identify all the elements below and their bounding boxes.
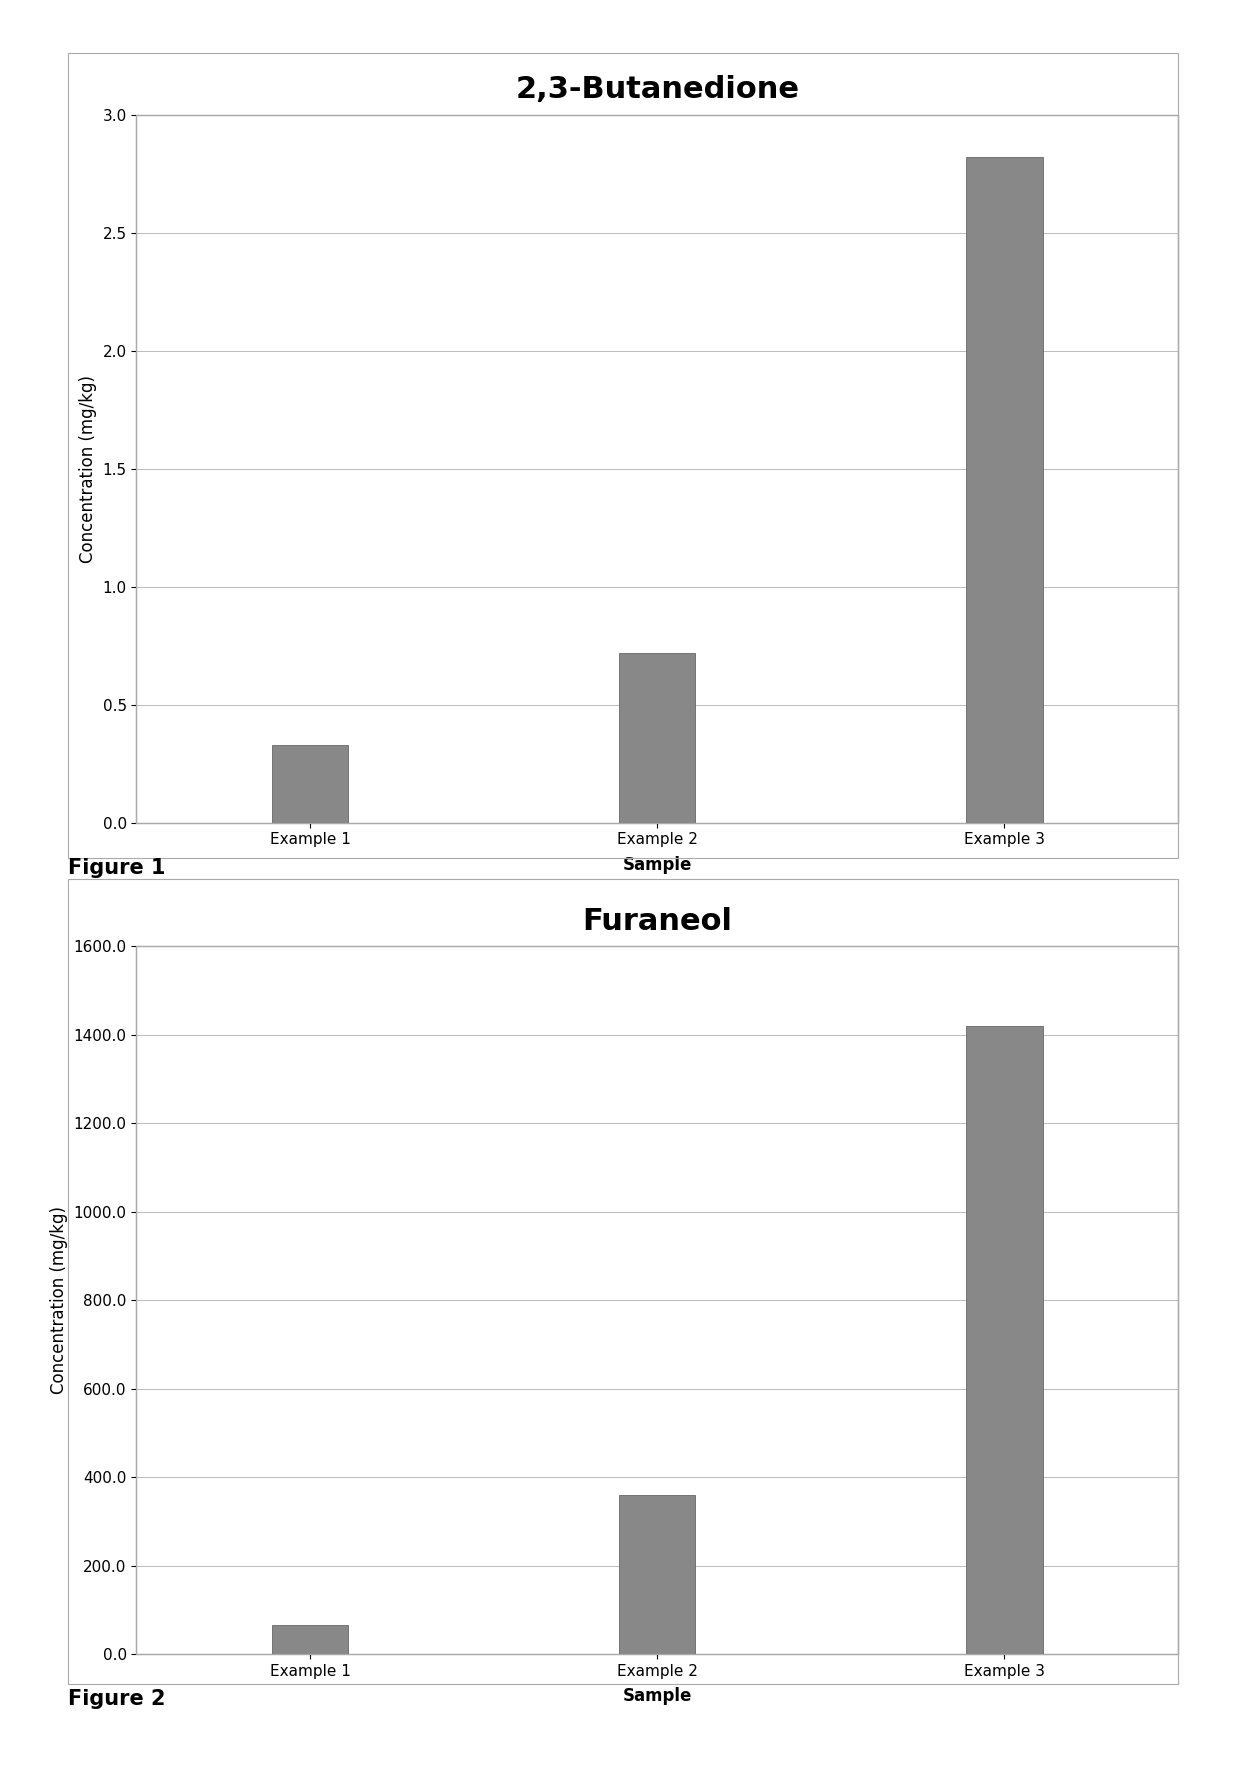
Title: Furaneol: Furaneol	[583, 907, 732, 936]
Bar	[272, 1626, 348, 1654]
Y-axis label: Concentration (mg/kg): Concentration (mg/kg)	[50, 1206, 68, 1394]
Title: 2,3-Butanedione: 2,3-Butanedione	[515, 76, 800, 104]
Text: Figure 1: Figure 1	[68, 858, 166, 877]
X-axis label: Sample: Sample	[622, 856, 692, 874]
Bar	[966, 157, 1043, 823]
Text: Figure 2: Figure 2	[68, 1689, 166, 1709]
Bar	[619, 1495, 696, 1654]
Y-axis label: Concentration (mg/kg): Concentration (mg/kg)	[79, 375, 97, 563]
Bar	[966, 1026, 1043, 1654]
Bar	[619, 653, 696, 823]
X-axis label: Sample: Sample	[622, 1688, 692, 1705]
Bar	[272, 745, 348, 823]
